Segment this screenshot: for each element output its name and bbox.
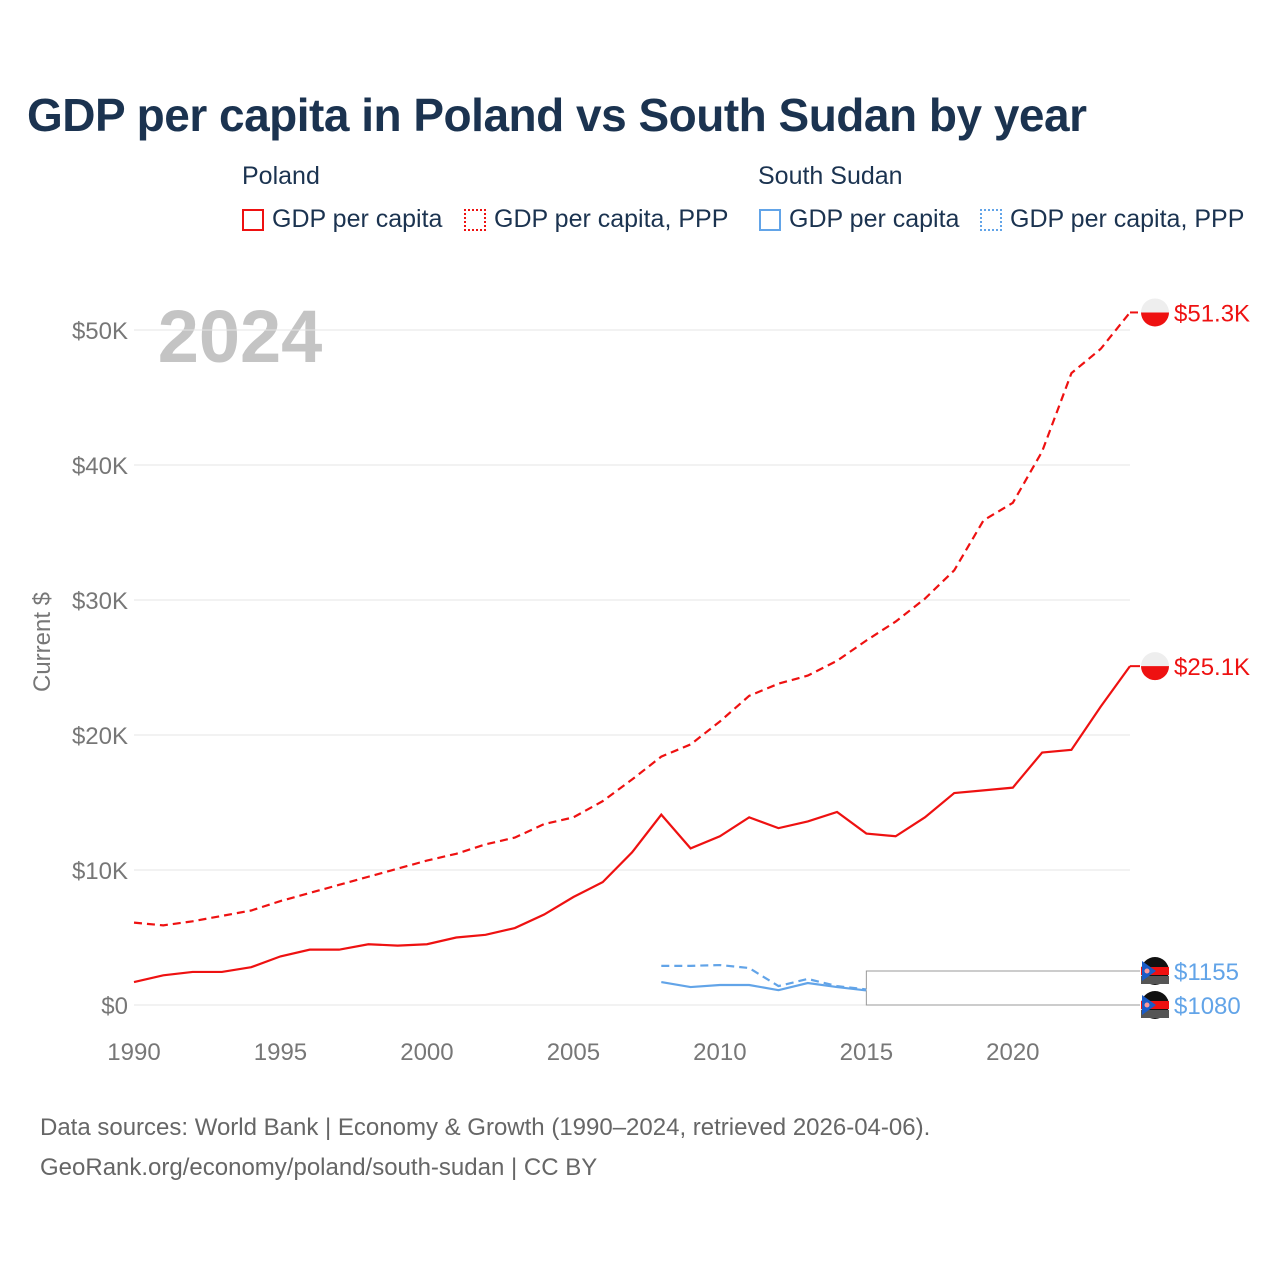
- legend-swatch: [464, 208, 486, 231]
- x-tick-label: 2000: [400, 1039, 453, 1066]
- label-connector: [865, 990, 1140, 1006]
- flag-star: [1144, 968, 1150, 974]
- poland-flag-icon: [1141, 652, 1169, 681]
- y-tick-label: $40K: [72, 453, 128, 480]
- poland-flag-icon: [1141, 298, 1169, 327]
- x-tick-label: 2010: [693, 1039, 746, 1066]
- end-value-label: $25.1K: [1174, 654, 1250, 681]
- legend-poland-gdp[interactable]: GDP per capita: [242, 205, 442, 234]
- legend-swatch: [980, 208, 1002, 231]
- y-tick-label: $50K: [72, 318, 128, 345]
- plot-area: 2024 Current $ $0 $10K $20K $30K $40K $50K 199…: [29, 295, 1250, 1066]
- legend-ssudan-gdp[interactable]: GDP per capita: [759, 205, 959, 234]
- series-line: [661, 963, 867, 991]
- footer-link[interactable]: GeoRank.org/economy/poland/south-sudan |…: [40, 1154, 598, 1181]
- y-axis-label: Current $: [29, 592, 56, 692]
- y-tick-label: $10K: [72, 858, 128, 885]
- legend-group-south-sudan: South Sudan: [758, 162, 903, 190]
- y-tick-label: $0: [101, 993, 128, 1020]
- legend-swatch: [759, 208, 781, 231]
- footer: Data sources: World Bank | Economy & Gro…: [40, 1108, 930, 1188]
- end-value-label: $1080: [1174, 993, 1241, 1020]
- series-line: [661, 980, 867, 992]
- x-tick-label: 2015: [840, 1039, 893, 1066]
- legend-label: GDP per capita, PPP: [1010, 205, 1245, 233]
- legend-poland-ppp[interactable]: GDP per capita, PPP: [464, 205, 728, 234]
- footer-sources: Data sources: World Bank | Economy & Gro…: [40, 1114, 931, 1141]
- label-connector: [865, 970, 1140, 990]
- legend-group-poland: Poland: [242, 162, 320, 190]
- flag-red: [1141, 312, 1169, 327]
- legend-label: GDP per capita: [272, 205, 443, 233]
- south-sudan-flag-icon: [1141, 957, 1169, 985]
- series-line: [133, 665, 1131, 984]
- flag-gray: [1141, 1010, 1169, 1018]
- legend-ssudan-ppp[interactable]: GDP per capita, PPP: [980, 205, 1244, 234]
- flag-gray: [1141, 976, 1169, 984]
- legend-swatch: [242, 208, 264, 231]
- series-line: [133, 311, 1131, 927]
- end-value-label: $1155: [1174, 959, 1239, 986]
- x-tick-label: 1990: [107, 1039, 160, 1066]
- flag-star: [1144, 1002, 1150, 1008]
- x-tick-label: 2020: [986, 1039, 1039, 1066]
- x-tick-label: 2005: [547, 1039, 600, 1066]
- y-tick-label: $20K: [72, 723, 128, 750]
- legend-label: GDP per capita, PPP: [494, 205, 729, 233]
- legend-label: GDP per capita: [789, 205, 960, 233]
- end-value-label: $51.3K: [1174, 300, 1250, 327]
- y-tick-label: $30K: [72, 588, 128, 615]
- chart-title: GDP per capita in Poland vs South Sudan …: [27, 89, 1087, 141]
- flag-red: [1141, 666, 1169, 681]
- south-sudan-flag-icon: [1141, 991, 1169, 1019]
- x-tick-label: 1995: [254, 1039, 307, 1066]
- year-watermark: 2024: [158, 295, 323, 378]
